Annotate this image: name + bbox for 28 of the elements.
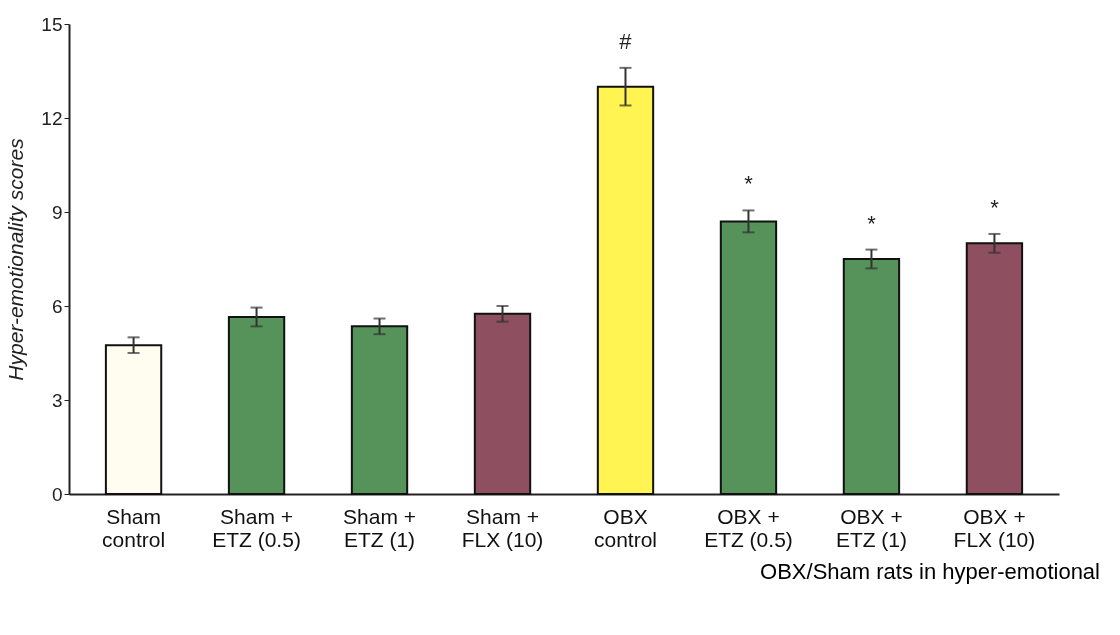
data-label: *	[744, 171, 754, 197]
data-label: *	[990, 194, 1000, 220]
bar	[719, 220, 778, 495]
bar	[473, 312, 532, 495]
x-tick-label: OBX + ETZ (0.5)	[704, 504, 793, 551]
data-label: #	[619, 28, 633, 54]
x-tick-label: OBX + FLX (10)	[953, 504, 1036, 551]
y-tick-label: 0	[51, 483, 63, 505]
bar	[104, 344, 163, 495]
x-tick-label: Sham + ETZ (1)	[343, 504, 417, 551]
x-tick-label: Sham + FLX (10)	[461, 504, 544, 551]
y-tick-label: 12	[41, 107, 63, 129]
bar	[842, 258, 901, 495]
y-tick-label: 3	[51, 389, 63, 411]
bar	[350, 325, 409, 495]
text: OBX/Sham rats in hyper-emotional	[759, 559, 1101, 585]
bar	[596, 85, 655, 495]
x-tick-label: Sham + ETZ (0.5)	[212, 504, 301, 551]
x-tick-label: Sham control	[102, 504, 166, 551]
x-tick-label: OBX + ETZ (1)	[835, 504, 908, 551]
bar	[227, 315, 286, 495]
data-label: *	[867, 210, 877, 236]
bar	[965, 242, 1024, 495]
y-axis-title: Hyper-emotionality scores	[4, 137, 28, 381]
y-tick-label: 6	[51, 295, 63, 317]
y-tick-label: 9	[51, 201, 63, 223]
y-tick-label: 15	[41, 13, 63, 35]
x-tick-label: OBX control	[593, 504, 658, 551]
